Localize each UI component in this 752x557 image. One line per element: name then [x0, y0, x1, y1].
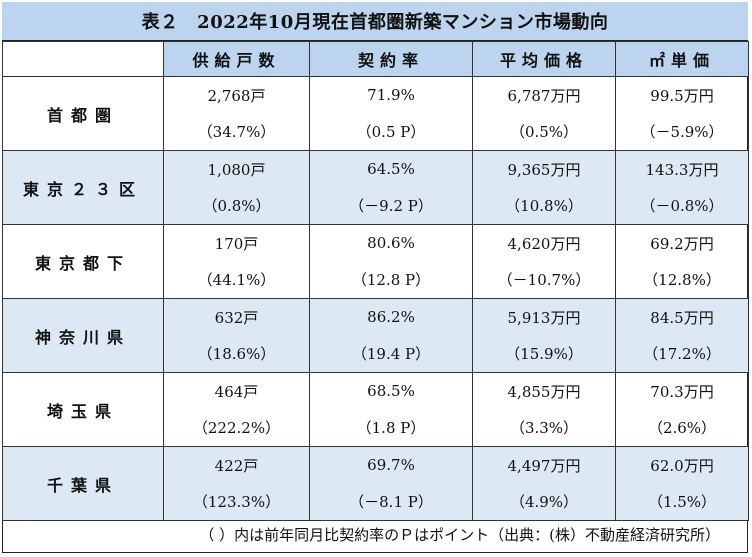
supply-change: （44.1%） [197, 271, 276, 290]
footnote: （ ）内は前年同月比契約率のＰはポイント（出典：(株）不動産経済研究所） [199, 525, 720, 544]
table-row: 埼玉県 464戸 （222.2%） 68.5% （1.8 P） 4,855万円 （3.… [2, 372, 749, 447]
supply-cell: 422戸 （123.3%） [163, 446, 310, 521]
supply-change: （34.7%） [197, 123, 276, 142]
corner-cell [2, 41, 164, 77]
table-row: 東京都下 170戸 （44.1%） 80.6% （12.8 P） 4,620万円 （－… [2, 224, 749, 299]
unit-price-value: 69.2万円 [650, 234, 714, 253]
price-change: （15.9%） [505, 345, 583, 364]
supply-value: 464戸 [214, 382, 259, 401]
unit-price-value: 70.3万円 [650, 382, 714, 401]
region-label: 千葉県 [2, 446, 164, 521]
price-cell: 9,365万円 （10.8%） [472, 150, 616, 225]
price-cell: 5,913万円 （15.9%） [472, 298, 616, 373]
contract-cell: 68.5% （1.8 P） [309, 372, 473, 447]
supply-value: 632戸 [214, 308, 259, 327]
region-label: 東京２３区 [2, 150, 164, 225]
table-title: 表２ 2022年10月現在首都圏新築マンション市場動向 [2, 2, 748, 41]
price-cell: 6,787万円 （0.5%） [472, 76, 616, 151]
column-header: 平均価格 [472, 41, 616, 77]
price-cell: 4,620万円 （－10.7%） [472, 224, 616, 299]
column-header: ㎡単価 [615, 41, 749, 77]
unit-price-cell: 69.2万円 （12.8%） [615, 224, 749, 299]
unit-price-cell: 84.5万円 （17.2%） [615, 298, 749, 373]
price-change: （10.8%） [505, 197, 583, 216]
contract-cell: 64.5% （－9.2 P） [309, 150, 473, 225]
market-table: 供給戸数 契約率 平均価格 ㎡単価 首都圏 2,768戸 （34.7%） 71.9… [2, 41, 749, 521]
contract-change: （1.8 P） [356, 418, 426, 437]
contract-value: 64.5% [367, 159, 415, 178]
unit-price-change: （17.2%） [643, 345, 721, 364]
supply-value: 2,768戸 [207, 86, 266, 105]
table-row: 神奈川県 632戸 （18.6%） 86.2% （19.4 P） 5,913万円 （1… [2, 298, 749, 373]
unit-price-change: （1.5%） [647, 493, 717, 512]
supply-cell: 170戸 （44.1%） [163, 224, 310, 299]
price-cell: 4,855万円 （3.3%） [472, 372, 616, 447]
contract-change: （0.5 P） [356, 122, 426, 141]
price-value: 4,620万円 [507, 234, 581, 253]
unit-price-value: 84.5万円 [650, 308, 714, 327]
unit-price-cell: 99.5万円 （－5.9%） [615, 76, 749, 151]
unit-price-value: 62.0万円 [650, 456, 714, 475]
price-change: （3.3%） [509, 419, 579, 438]
contract-change: （－9.2 P） [349, 196, 433, 215]
supply-value: 170戸 [214, 234, 259, 253]
contract-cell: 86.2% （19.4 P） [309, 298, 473, 373]
unit-price-change: （－0.8%） [640, 197, 724, 216]
contract-change: （－8.1 P） [349, 492, 433, 511]
region-label: 神奈川県 [2, 298, 164, 373]
region-label: 首都圏 [2, 76, 164, 151]
supply-cell: 1,080戸 （0.8%） [163, 150, 310, 225]
region-label: 東京都下 [2, 224, 164, 299]
price-value: 4,497万円 [507, 456, 581, 475]
contract-value: 71.9% [367, 85, 415, 104]
region-label: 埼玉県 [2, 372, 164, 447]
supply-change: （123.3%） [192, 493, 281, 512]
contract-value: 69.7% [367, 455, 415, 474]
price-value: 5,913万円 [507, 308, 581, 327]
price-change: （0.5%） [509, 123, 579, 142]
contract-value: 86.2% [367, 307, 415, 326]
price-value: 9,365万円 [507, 160, 581, 179]
supply-cell: 2,768戸 （34.7%） [163, 76, 310, 151]
contract-cell: 69.7% （－8.1 P） [309, 446, 473, 521]
contract-cell: 80.6% （12.8 P） [309, 224, 473, 299]
supply-change: （0.8%） [202, 197, 271, 216]
column-header: 供給戸数 [163, 41, 310, 77]
contract-change: （12.8 P） [351, 270, 431, 289]
supply-cell: 632戸 （18.6%） [163, 298, 310, 373]
table-row: 東京２３区 1,080戸 （0.8%） 64.5% （－9.2 P） 9,365万円… [2, 150, 749, 225]
table-row: 首都圏 2,768戸 （34.7%） 71.9% （0.5 P） 6,787万円 （0… [2, 76, 749, 151]
price-change: （－10.7%） [497, 271, 591, 290]
unit-price-value: 143.3万円 [645, 160, 719, 179]
header-row: 供給戸数 契約率 平均価格 ㎡単価 [2, 41, 749, 77]
supply-change: （18.6%） [197, 345, 276, 364]
price-change: （4.9%） [509, 493, 579, 512]
supply-cell: 464戸 （222.2%） [163, 372, 310, 447]
unit-price-cell: 62.0万円 （1.5%） [615, 446, 749, 521]
contract-change: （19.4 P） [351, 344, 431, 363]
table-row: 千葉県 422戸 （123.3%） 69.7% （－8.1 P） 4,497万円 （4… [2, 446, 749, 521]
unit-price-change: （－5.9%） [640, 123, 724, 142]
unit-price-value: 99.5万円 [650, 86, 714, 105]
supply-change: （222.2%） [192, 419, 281, 438]
supply-value: 1,080戸 [207, 160, 266, 179]
unit-price-cell: 143.3万円 （－0.8%） [615, 150, 749, 225]
unit-price-cell: 70.3万円 （2.6%） [615, 372, 749, 447]
column-header: 契約率 [309, 41, 473, 77]
unit-price-change: （12.8%） [643, 271, 721, 290]
contract-value: 68.5% [367, 381, 415, 400]
price-value: 4,855万円 [507, 382, 581, 401]
price-cell: 4,497万円 （4.9%） [472, 446, 616, 521]
supply-value: 422戸 [214, 456, 259, 475]
unit-price-change: （2.6%） [647, 419, 717, 438]
price-value: 6,787万円 [507, 86, 581, 105]
contract-cell: 71.9% （0.5 P） [309, 76, 473, 151]
contract-value: 80.6% [367, 233, 415, 252]
